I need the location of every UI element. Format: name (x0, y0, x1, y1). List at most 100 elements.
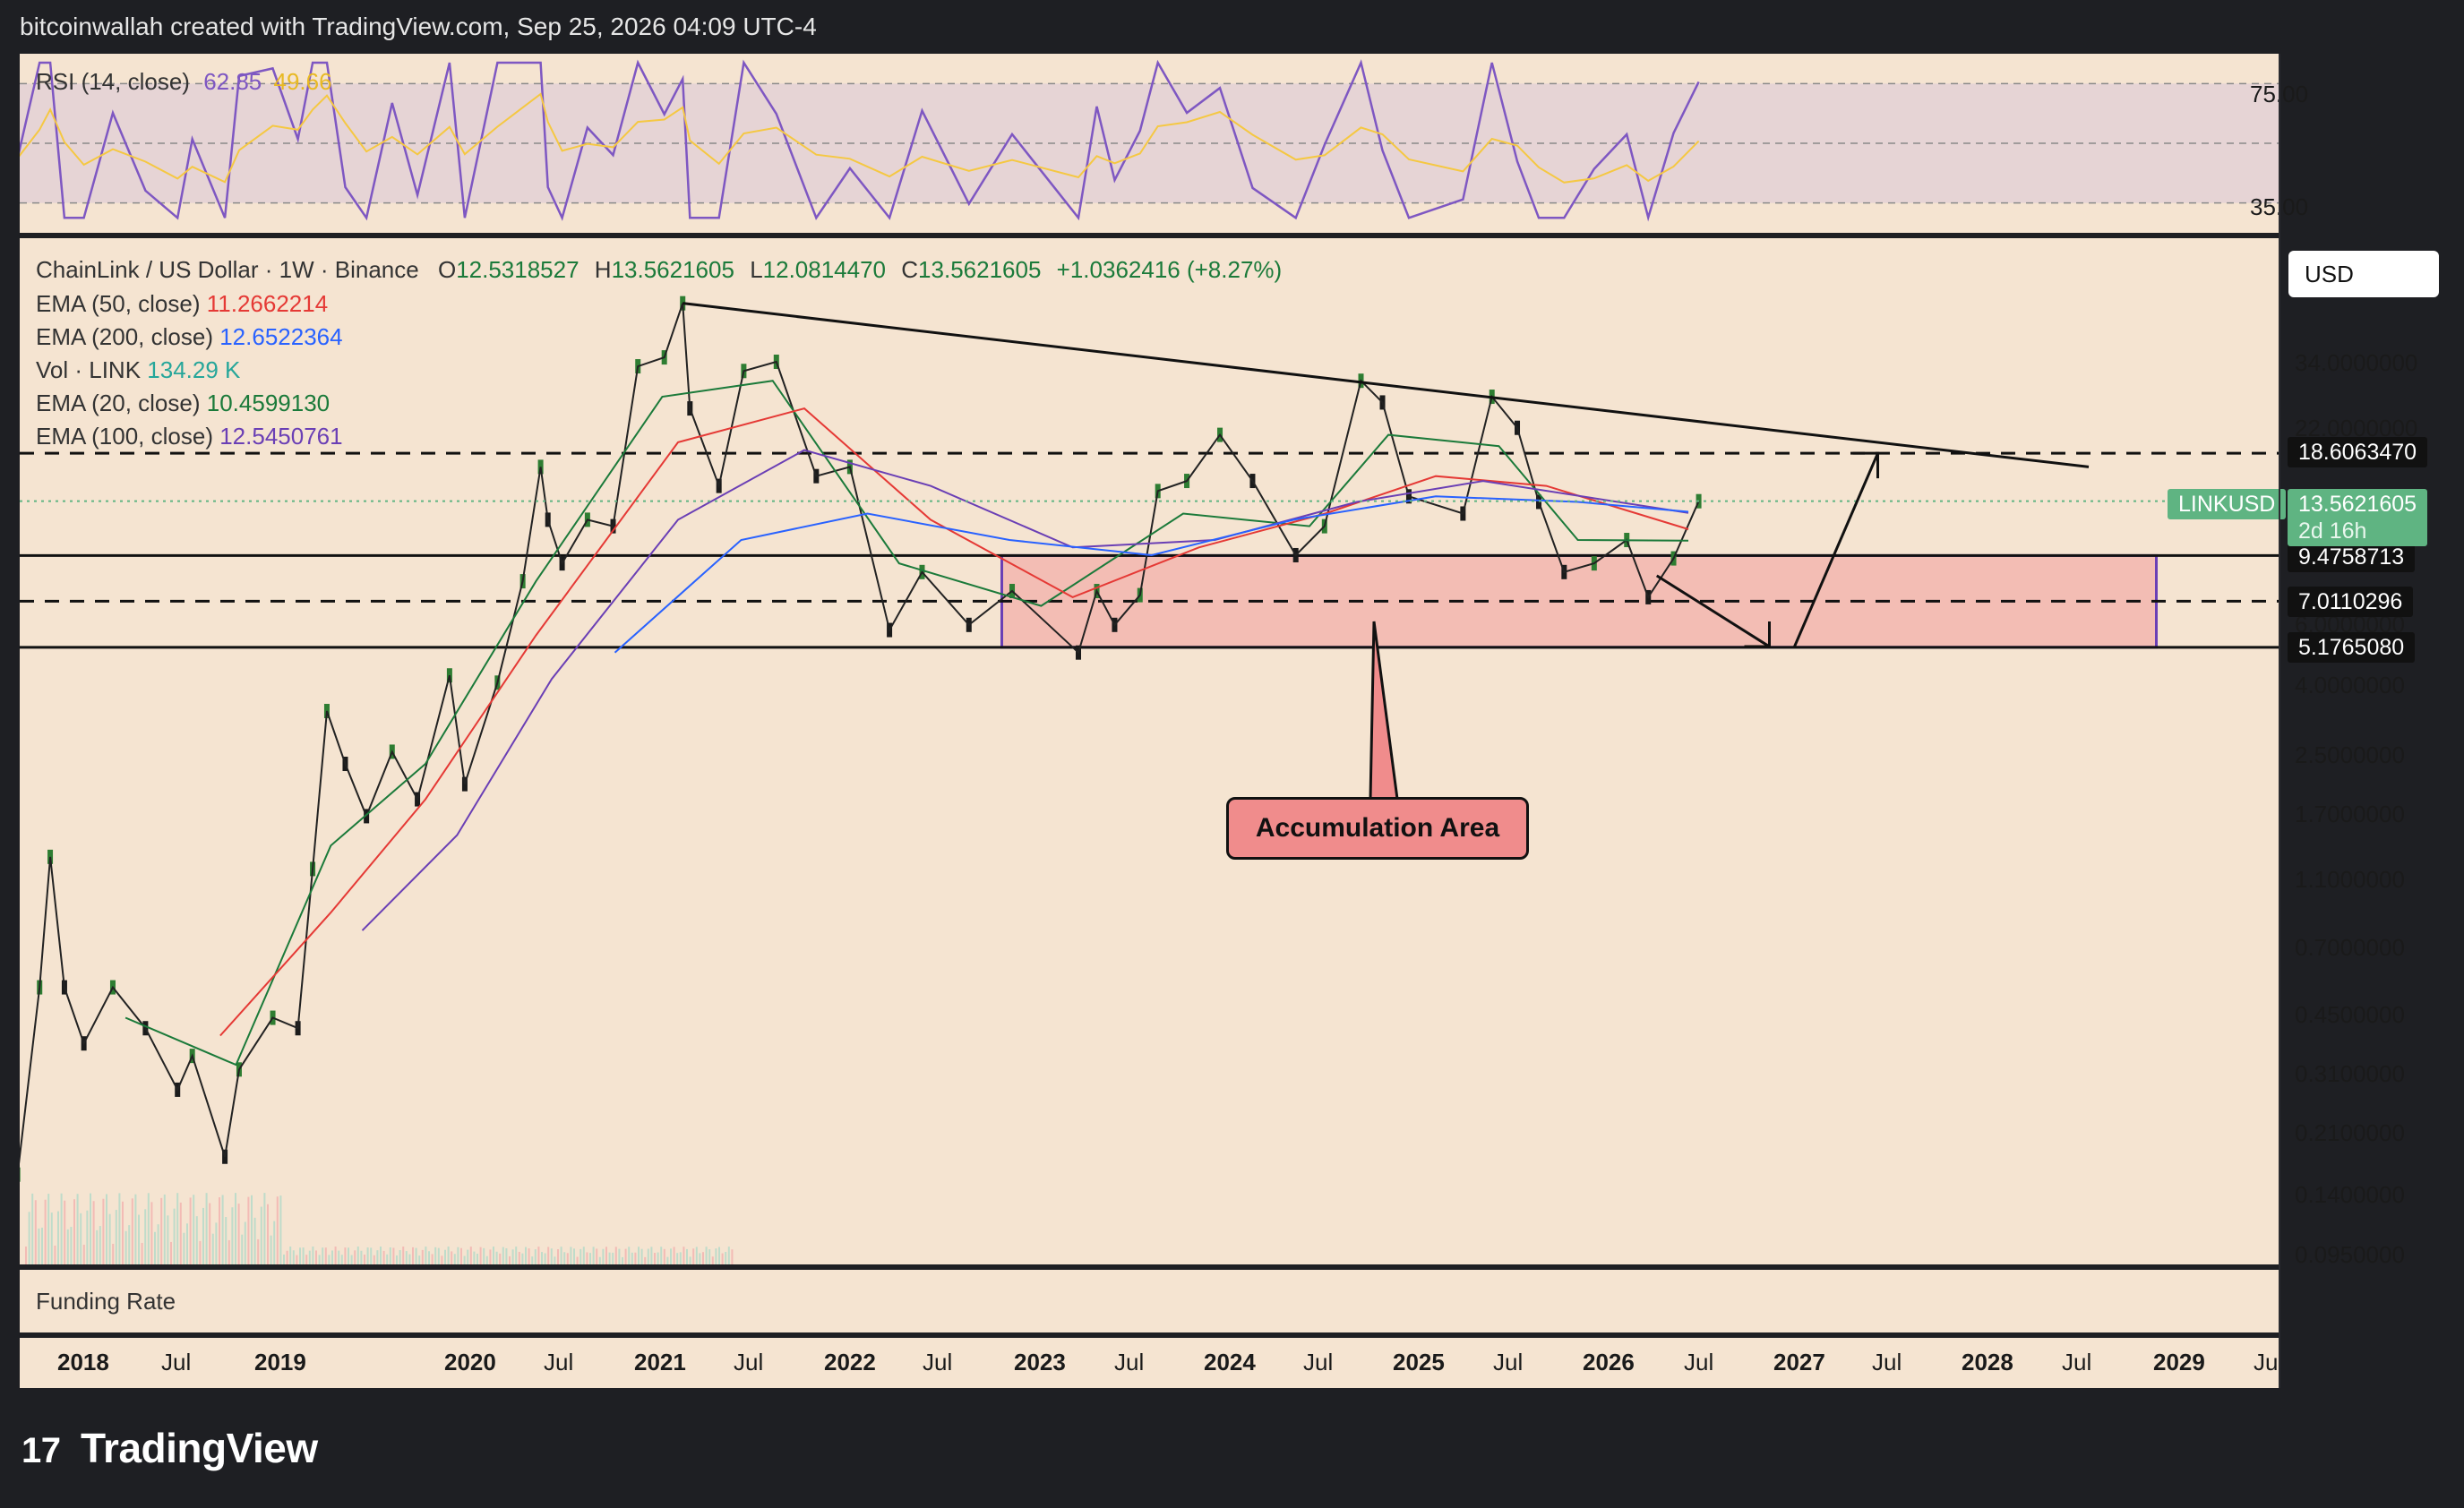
volume-bar (80, 1212, 82, 1264)
volume-bar (331, 1250, 333, 1264)
volume-bar (715, 1248, 717, 1264)
volume-bar (495, 1251, 498, 1264)
volume-bar (660, 1247, 663, 1264)
volume-bar (547, 1247, 550, 1264)
volume-bar (676, 1253, 679, 1264)
ohlc-high: H13.5621605 (595, 256, 734, 283)
volume-bar (344, 1247, 347, 1264)
volume-bar (176, 1193, 179, 1264)
volume-bar (534, 1249, 537, 1264)
volume-bar (679, 1252, 682, 1264)
level-tag-5-17[interactable]: 5.1765080 (2288, 632, 2416, 663)
volume-bar (128, 1225, 131, 1264)
volume-bar (215, 1222, 218, 1264)
time-axis[interactable]: 2018 Jul 2019 2020 Jul 2021 Jul 2022 Jul 2023 Jul 2… (20, 1338, 2279, 1388)
volume-bar (541, 1252, 543, 1264)
funding-rate-pane[interactable]: Funding Rate (20, 1270, 2279, 1332)
price-pane[interactable]: ChainLink / US Dollar · 1W · Binance O12… (20, 238, 2428, 1268)
volume-bar (708, 1249, 711, 1264)
volume-bar (485, 1255, 488, 1264)
volume-bar (483, 1247, 485, 1264)
rsi-pane[interactable]: RSI (14, close) 62.85 49.66 75.00 35.00 (20, 54, 2308, 233)
volume-bar (695, 1247, 698, 1264)
level-tag-18-6[interactable]: 18.6063470 (2288, 437, 2428, 467)
volume-bar (425, 1247, 427, 1264)
projection-arrow-up (1793, 452, 1879, 647)
rsi-label: RSI (14, close) (36, 68, 190, 95)
funding-rate-label: Funding Rate (36, 1288, 176, 1315)
time-tick: Jul (1303, 1349, 1333, 1375)
volume-bar (460, 1247, 462, 1264)
volume-bar (106, 1194, 107, 1264)
volume-bar (124, 1230, 127, 1264)
accumulation-area-label[interactable]: Accumulation Area (1226, 797, 1529, 860)
symbol-title: ChainLink / US Dollar · 1W · Binance (36, 256, 419, 283)
volume-bar (189, 1197, 192, 1264)
volume-bar (566, 1253, 569, 1264)
ema-line (614, 495, 1689, 654)
volume-bar (276, 1196, 279, 1264)
volume-bar (170, 1241, 172, 1264)
volume-bar (376, 1250, 379, 1264)
volume-bar (44, 1199, 47, 1264)
current-price-value: 13.5621605 (2298, 492, 2417, 517)
currency-selector[interactable]: USD (2288, 251, 2439, 297)
volume-bar (299, 1247, 301, 1264)
price-line (20, 303, 1700, 1164)
volume-bar (380, 1247, 382, 1264)
volume-bar (453, 1254, 456, 1264)
volume-bar (202, 1207, 204, 1264)
volume-bar (366, 1247, 369, 1264)
time-tick: 2026 (1583, 1349, 1635, 1375)
time-tick: Jul (734, 1349, 763, 1375)
ema200-value: 12.6522364 (219, 323, 343, 350)
ohlc-close: C13.5621605 (901, 256, 1041, 283)
level-tag-9-47[interactable]: 9.4758713 (2288, 542, 2416, 572)
volume-bar (122, 1201, 124, 1264)
volume-bar (521, 1253, 524, 1264)
symbol-tag: LINKUSD (2168, 489, 2287, 519)
volume-bar (186, 1223, 188, 1264)
volume-bar (582, 1247, 585, 1264)
volume-bar (237, 1204, 240, 1264)
price-tick: 0.0950000 (2295, 1241, 2405, 1268)
volume-bar (82, 1244, 85, 1264)
volume-bar (647, 1248, 649, 1264)
volume-bar (273, 1221, 276, 1264)
volume-bar (157, 1224, 159, 1264)
volume-bar (356, 1247, 359, 1264)
price-tick: 0.4500000 (2295, 1001, 2405, 1028)
volume-bar (640, 1248, 643, 1264)
volume-bar (699, 1253, 701, 1264)
volume-bar (531, 1256, 534, 1264)
volume-bar (382, 1250, 385, 1264)
volume-bar (205, 1193, 208, 1264)
price-candle (20, 1167, 21, 1182)
time-tick: 2019 (254, 1349, 306, 1375)
volume-bar (408, 1254, 411, 1264)
ema-line (124, 380, 1689, 1067)
tradingview-mark: 17 (21, 1431, 61, 1470)
volume-bar (354, 1250, 356, 1264)
time-tick: 2029 (2153, 1349, 2205, 1375)
volume-bar (112, 1243, 115, 1264)
volume-bar (47, 1194, 50, 1264)
volume-bar (360, 1250, 363, 1264)
tradingview-brand: TradingView (81, 1425, 318, 1471)
ema100-value: 12.5450761 (219, 423, 343, 450)
volume-bar (312, 1247, 314, 1264)
volume-bar (179, 1202, 182, 1264)
projection-arrowhead-down (1744, 621, 1771, 648)
volume-bar (705, 1247, 708, 1264)
volume-bar (457, 1247, 459, 1264)
level-tag-7-01[interactable]: 7.0110296 (2288, 587, 2414, 617)
volume-bar (324, 1247, 327, 1264)
volume-bar (199, 1240, 202, 1264)
volume-bar (550, 1248, 553, 1264)
volume-bar (525, 1247, 527, 1264)
volume-bar (150, 1202, 153, 1264)
time-tick: Jul (544, 1349, 573, 1375)
volume-bar (644, 1256, 647, 1264)
volume-bar (444, 1249, 446, 1264)
volume-bar (54, 1245, 56, 1264)
